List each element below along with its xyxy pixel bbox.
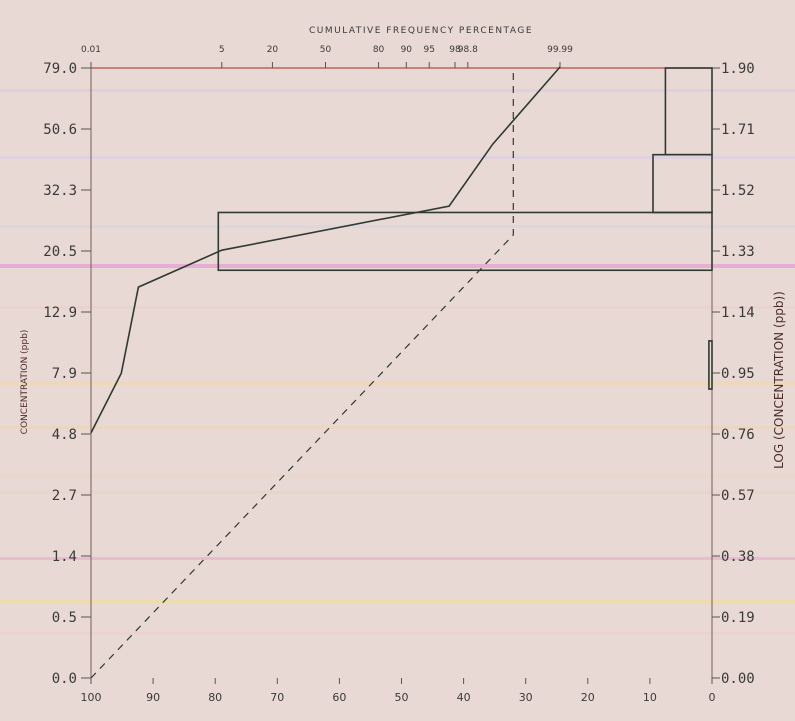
bottom-tick-label: 50 (395, 691, 409, 704)
right-axis-label: LOG (CONCENTRATION (ppb)) (772, 291, 786, 469)
right-tick-label: 0.57 (721, 488, 755, 504)
histogram-bar-4 (708, 340, 713, 390)
top-tick-label: 98.8 (458, 45, 478, 55)
top-tick-label: 80 (373, 45, 385, 55)
top-tick-label: 99.99 (547, 45, 573, 55)
bottom-tick-label: 70 (270, 691, 284, 704)
right-tick-label: 0.76 (721, 427, 755, 443)
left-tick-label: 0.5 (52, 610, 77, 626)
right-tick-label: 0.95 (721, 366, 755, 382)
axis-frame (90, 67, 713, 678)
bottom-tick-label: 0 (709, 691, 716, 704)
dashed-cumulative-line (90, 68, 514, 679)
chart-title: CUMULATIVE FREQUENCY PERCENTAGE (309, 26, 533, 36)
left-tick-label: 0.0 (52, 671, 77, 687)
bottom-tick-label: 40 (457, 691, 471, 704)
right-tick-label: 1.71 (721, 122, 755, 138)
right-tick-label: 1.33 (721, 244, 755, 260)
histogram-bar-1 (217, 211, 713, 272)
bottom-tick-label: 100 (81, 691, 102, 704)
top-tick-label: 5 (219, 45, 225, 55)
bottom-tick-label: 90 (146, 691, 160, 704)
left-tick-label: 32.3 (43, 183, 77, 199)
data-lines (90, 66, 561, 679)
left-tick-label: 7.9 (52, 366, 77, 382)
top-tick-label: 98 (449, 45, 461, 55)
right-axis-ticks: 1.90 1.71 1.52 1.33 1.14 0.95 0.76 0.57 0.38 0.19… (712, 61, 755, 687)
top-tick-label: 20 (267, 45, 279, 55)
background-stripes (0, 89, 795, 635)
left-tick-label: 2.7 (52, 488, 77, 504)
left-axis-ticks: 79.0 50.6 32.3 20.5 12.9 7.9 4.8 2.7 1.4 0.5 0.0 (43, 61, 91, 687)
bottom-tick-label: 60 (332, 691, 346, 704)
left-tick-label: 50.6 (43, 122, 77, 138)
left-axis-label: CONCENTRATION (ppb) (20, 330, 30, 435)
left-tick-label: 4.8 (52, 427, 77, 443)
top-tick-label: 50 (320, 45, 332, 55)
right-tick-label: 1.90 (721, 61, 755, 77)
histogram-bar-3 (664, 67, 713, 156)
histogram-bars (217, 67, 713, 390)
bottom-tick-label: 10 (643, 691, 657, 704)
right-tick-label: 1.14 (721, 305, 755, 321)
right-tick-label: 0.19 (721, 610, 755, 626)
left-tick-label: 12.9 (43, 305, 77, 321)
bottom-tick-label: 20 (581, 691, 595, 704)
left-tick-label: 20.5 (43, 244, 77, 260)
top-tick-label: 0.01 (81, 45, 101, 55)
left-tick-label: 1.4 (52, 549, 77, 565)
right-tick-label: 0.38 (721, 549, 755, 565)
right-tick-label: 1.52 (721, 183, 755, 199)
right-tick-label: 0.00 (721, 671, 755, 687)
top-tick-label: 90 (401, 45, 413, 55)
bottom-tick-label: 30 (519, 691, 533, 704)
top-tick-label: 95 (423, 45, 434, 55)
bottom-tick-label: 80 (208, 691, 222, 704)
left-tick-label: 79.0 (43, 61, 77, 77)
bottom-axis-ticks: 100 90 80 70 60 50 40 30 20 10 0 (81, 678, 716, 704)
histogram-bar-2 (652, 153, 713, 214)
cumulative-frequency-line (90, 66, 561, 434)
